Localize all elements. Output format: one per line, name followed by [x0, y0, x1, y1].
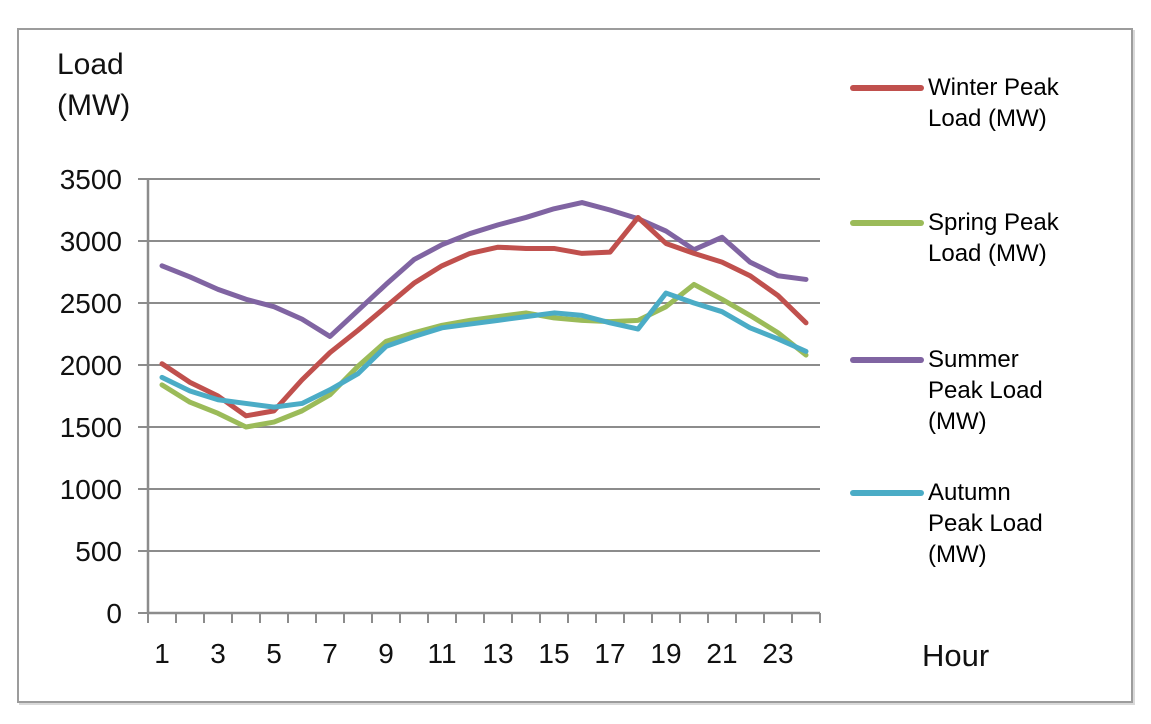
legend-item-spring: Spring Peak Load (MW): [848, 207, 1118, 269]
series-line-winter-peak-load-mw: [159, 214, 809, 419]
x-tick-label-1: 1: [154, 638, 170, 669]
legend-swatch-winter: [850, 85, 924, 91]
y-tick-label-0: 0: [106, 598, 122, 629]
y-tick-label-3000: 3000: [60, 226, 122, 257]
legend-label-summer: Summer Peak Load (MW): [928, 346, 1043, 435]
y-tick-label-2500: 2500: [60, 288, 122, 319]
x-tick-label-7: 7: [322, 638, 338, 669]
series-line-summer-peak-load-mw: [159, 200, 809, 339]
legend-item-winter: Winter Peak Load (MW): [848, 72, 1118, 134]
legend-item-summer: Summer Peak Load (MW): [848, 344, 1070, 437]
y-tick-label-500: 500: [75, 536, 122, 567]
x-tick-label-17: 17: [594, 638, 625, 669]
y-tick-label-1000: 1000: [60, 474, 122, 505]
x-tick-label-11: 11: [427, 638, 456, 669]
x-tick-label-5: 5: [266, 638, 282, 669]
y-tick-label-2000: 2000: [60, 350, 122, 381]
x-tick-label-9: 9: [378, 638, 394, 669]
legend-item-autumn: Autumn Peak Load (MW): [848, 477, 1070, 570]
legend-swatch-summer: [850, 357, 924, 363]
chart-frame: 0 500 1000 1500 2000 2500 3000 3500 1 3 5 7 9 11 13 15 1…: [17, 28, 1133, 703]
legend-label-spring: Spring Peak Load (MW): [928, 209, 1059, 267]
legend-swatch-spring: [850, 220, 924, 226]
legend-label-winter: Winter Peak Load (MW): [928, 74, 1059, 132]
x-axis-title: Hour: [922, 638, 990, 673]
x-tick-label-23: 23: [762, 638, 793, 669]
legend: Winter Peak Load (MW) Spring Peak Load (…: [848, 30, 1131, 701]
series-line-autumn-peak-load-mw: [159, 290, 809, 410]
x-tick-label-15: 15: [538, 638, 569, 669]
x-tick-label-13: 13: [482, 638, 513, 669]
y-tick-label-3500: 3500: [60, 164, 122, 195]
x-tick-label-3: 3: [210, 638, 226, 669]
legend-label-autumn: Autumn Peak Load (MW): [928, 479, 1043, 568]
x-tick-label-19: 19: [650, 638, 681, 669]
y-axis-title: Load (MW): [57, 48, 131, 122]
series-line-spring-peak-load-mw: [159, 281, 809, 430]
y-tick-label-1500: 1500: [60, 412, 122, 443]
legend-swatch-autumn: [850, 490, 924, 496]
x-tick-label-21: 21: [706, 638, 737, 669]
